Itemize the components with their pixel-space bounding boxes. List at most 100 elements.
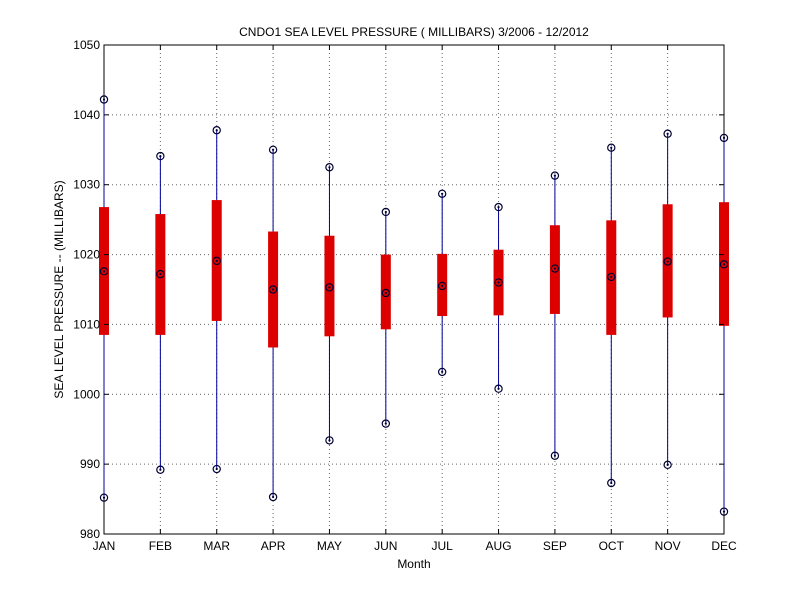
max-marker-dot [441, 192, 444, 195]
median-marker-dot [497, 281, 500, 284]
min-marker-dot [328, 439, 331, 442]
box-jun [380, 207, 391, 428]
median-marker-dot [102, 270, 106, 273]
min-marker [719, 507, 729, 516]
max-marker [437, 189, 447, 198]
median-marker [212, 256, 221, 266]
box-series [99, 95, 729, 516]
x-tick-label: MAR [203, 539, 230, 553]
y-tick-label: 980 [80, 527, 100, 541]
median-marker-dot [553, 267, 557, 270]
max-marker [607, 143, 616, 152]
box-feb [155, 151, 166, 474]
median-marker-dot [384, 291, 387, 295]
min-marker-dot [722, 510, 726, 513]
chart-title: CNDO1 SEA LEVEL PRESSURE ( MILLIBARS) 3/… [239, 25, 589, 39]
max-marker-dot [553, 174, 557, 177]
y-tick-label: 1010 [73, 317, 100, 331]
max-marker [156, 151, 165, 161]
max-marker [99, 95, 109, 104]
max-marker-dot [271, 148, 275, 151]
box-sep [549, 171, 560, 460]
median-marker-dot [441, 284, 444, 288]
x-tick-label: JUN [374, 539, 397, 553]
y-tick-label: 1000 [73, 387, 100, 401]
max-marker-dot [159, 154, 162, 158]
box-jul [437, 189, 448, 377]
median-marker-dot [159, 273, 162, 276]
min-marker [268, 492, 278, 502]
median-marker-dot [666, 260, 669, 263]
min-marker [381, 419, 391, 428]
max-marker [663, 129, 672, 138]
y-axis: 980 990 1000 1010 1020 1030 1040 1050 [73, 38, 724, 541]
min-marker [494, 384, 503, 393]
x-axis-label: Month [397, 557, 430, 571]
median-marker [325, 283, 334, 292]
max-marker [550, 171, 560, 180]
max-marker [719, 133, 729, 143]
min-marker [325, 436, 334, 445]
x-axis: JAN FEB MAR APR MAY JUN JUL AUG SEP OCT NOV DEC [93, 45, 737, 553]
median-marker [381, 288, 391, 298]
max-marker-dot [328, 166, 331, 169]
iqr-box [324, 235, 335, 337]
median-marker [607, 272, 616, 282]
max-marker-dot [384, 210, 387, 214]
min-marker [156, 465, 165, 474]
median-marker [99, 267, 109, 276]
box-aug [493, 202, 504, 393]
box-oct [606, 143, 617, 488]
x-tick-label: JUL [432, 539, 454, 553]
median-marker-dot [215, 259, 218, 262]
min-marker-dot [271, 495, 275, 499]
max-marker [494, 202, 503, 212]
max-marker [381, 207, 391, 217]
max-marker-dot [722, 136, 726, 140]
max-marker-dot [215, 129, 218, 132]
x-tick-label: SEP [543, 539, 567, 553]
box-apr [268, 145, 279, 502]
box-jan [99, 95, 109, 502]
median-marker-dot [722, 263, 726, 266]
x-tick-label: DEC [711, 539, 737, 553]
max-marker [268, 145, 278, 154]
y-axis-label: SEA LEVEL PRESSURE -- (MILLIBARS) [52, 180, 66, 398]
y-tick-label: 1050 [73, 38, 100, 52]
median-marker-dot [271, 288, 275, 291]
min-marker-dot [102, 496, 106, 499]
min-marker-dot [610, 481, 613, 485]
x-tick-label: OCT [599, 539, 625, 553]
median-marker [268, 285, 278, 294]
y-tick-label: 1040 [73, 108, 100, 122]
min-marker [663, 460, 672, 470]
min-marker-dot [159, 468, 162, 471]
min-marker [99, 493, 109, 502]
max-marker-dot [610, 146, 613, 149]
min-marker [550, 451, 560, 460]
max-marker-dot [102, 98, 106, 101]
max-marker-dot [497, 205, 500, 209]
min-marker-dot [384, 422, 387, 425]
x-tick-label: FEB [149, 539, 172, 553]
max-marker [325, 163, 334, 172]
x-tick-label: AUG [486, 539, 512, 553]
x-tick-label: JAN [93, 539, 116, 553]
median-marker [494, 278, 503, 287]
median-marker [156, 269, 165, 279]
median-marker [550, 264, 560, 273]
x-tick-label: APR [261, 539, 286, 553]
min-marker-dot [497, 387, 500, 390]
median-marker [663, 257, 672, 266]
max-marker [212, 126, 221, 135]
median-marker [437, 281, 447, 291]
min-marker-dot [215, 467, 218, 471]
median-marker [719, 260, 729, 269]
min-marker [437, 367, 447, 377]
min-marker [607, 478, 616, 488]
x-tick-label: NOV [655, 539, 681, 553]
box-mar [211, 126, 222, 474]
box-nov [662, 129, 673, 470]
y-tick-label: 1020 [73, 248, 100, 262]
